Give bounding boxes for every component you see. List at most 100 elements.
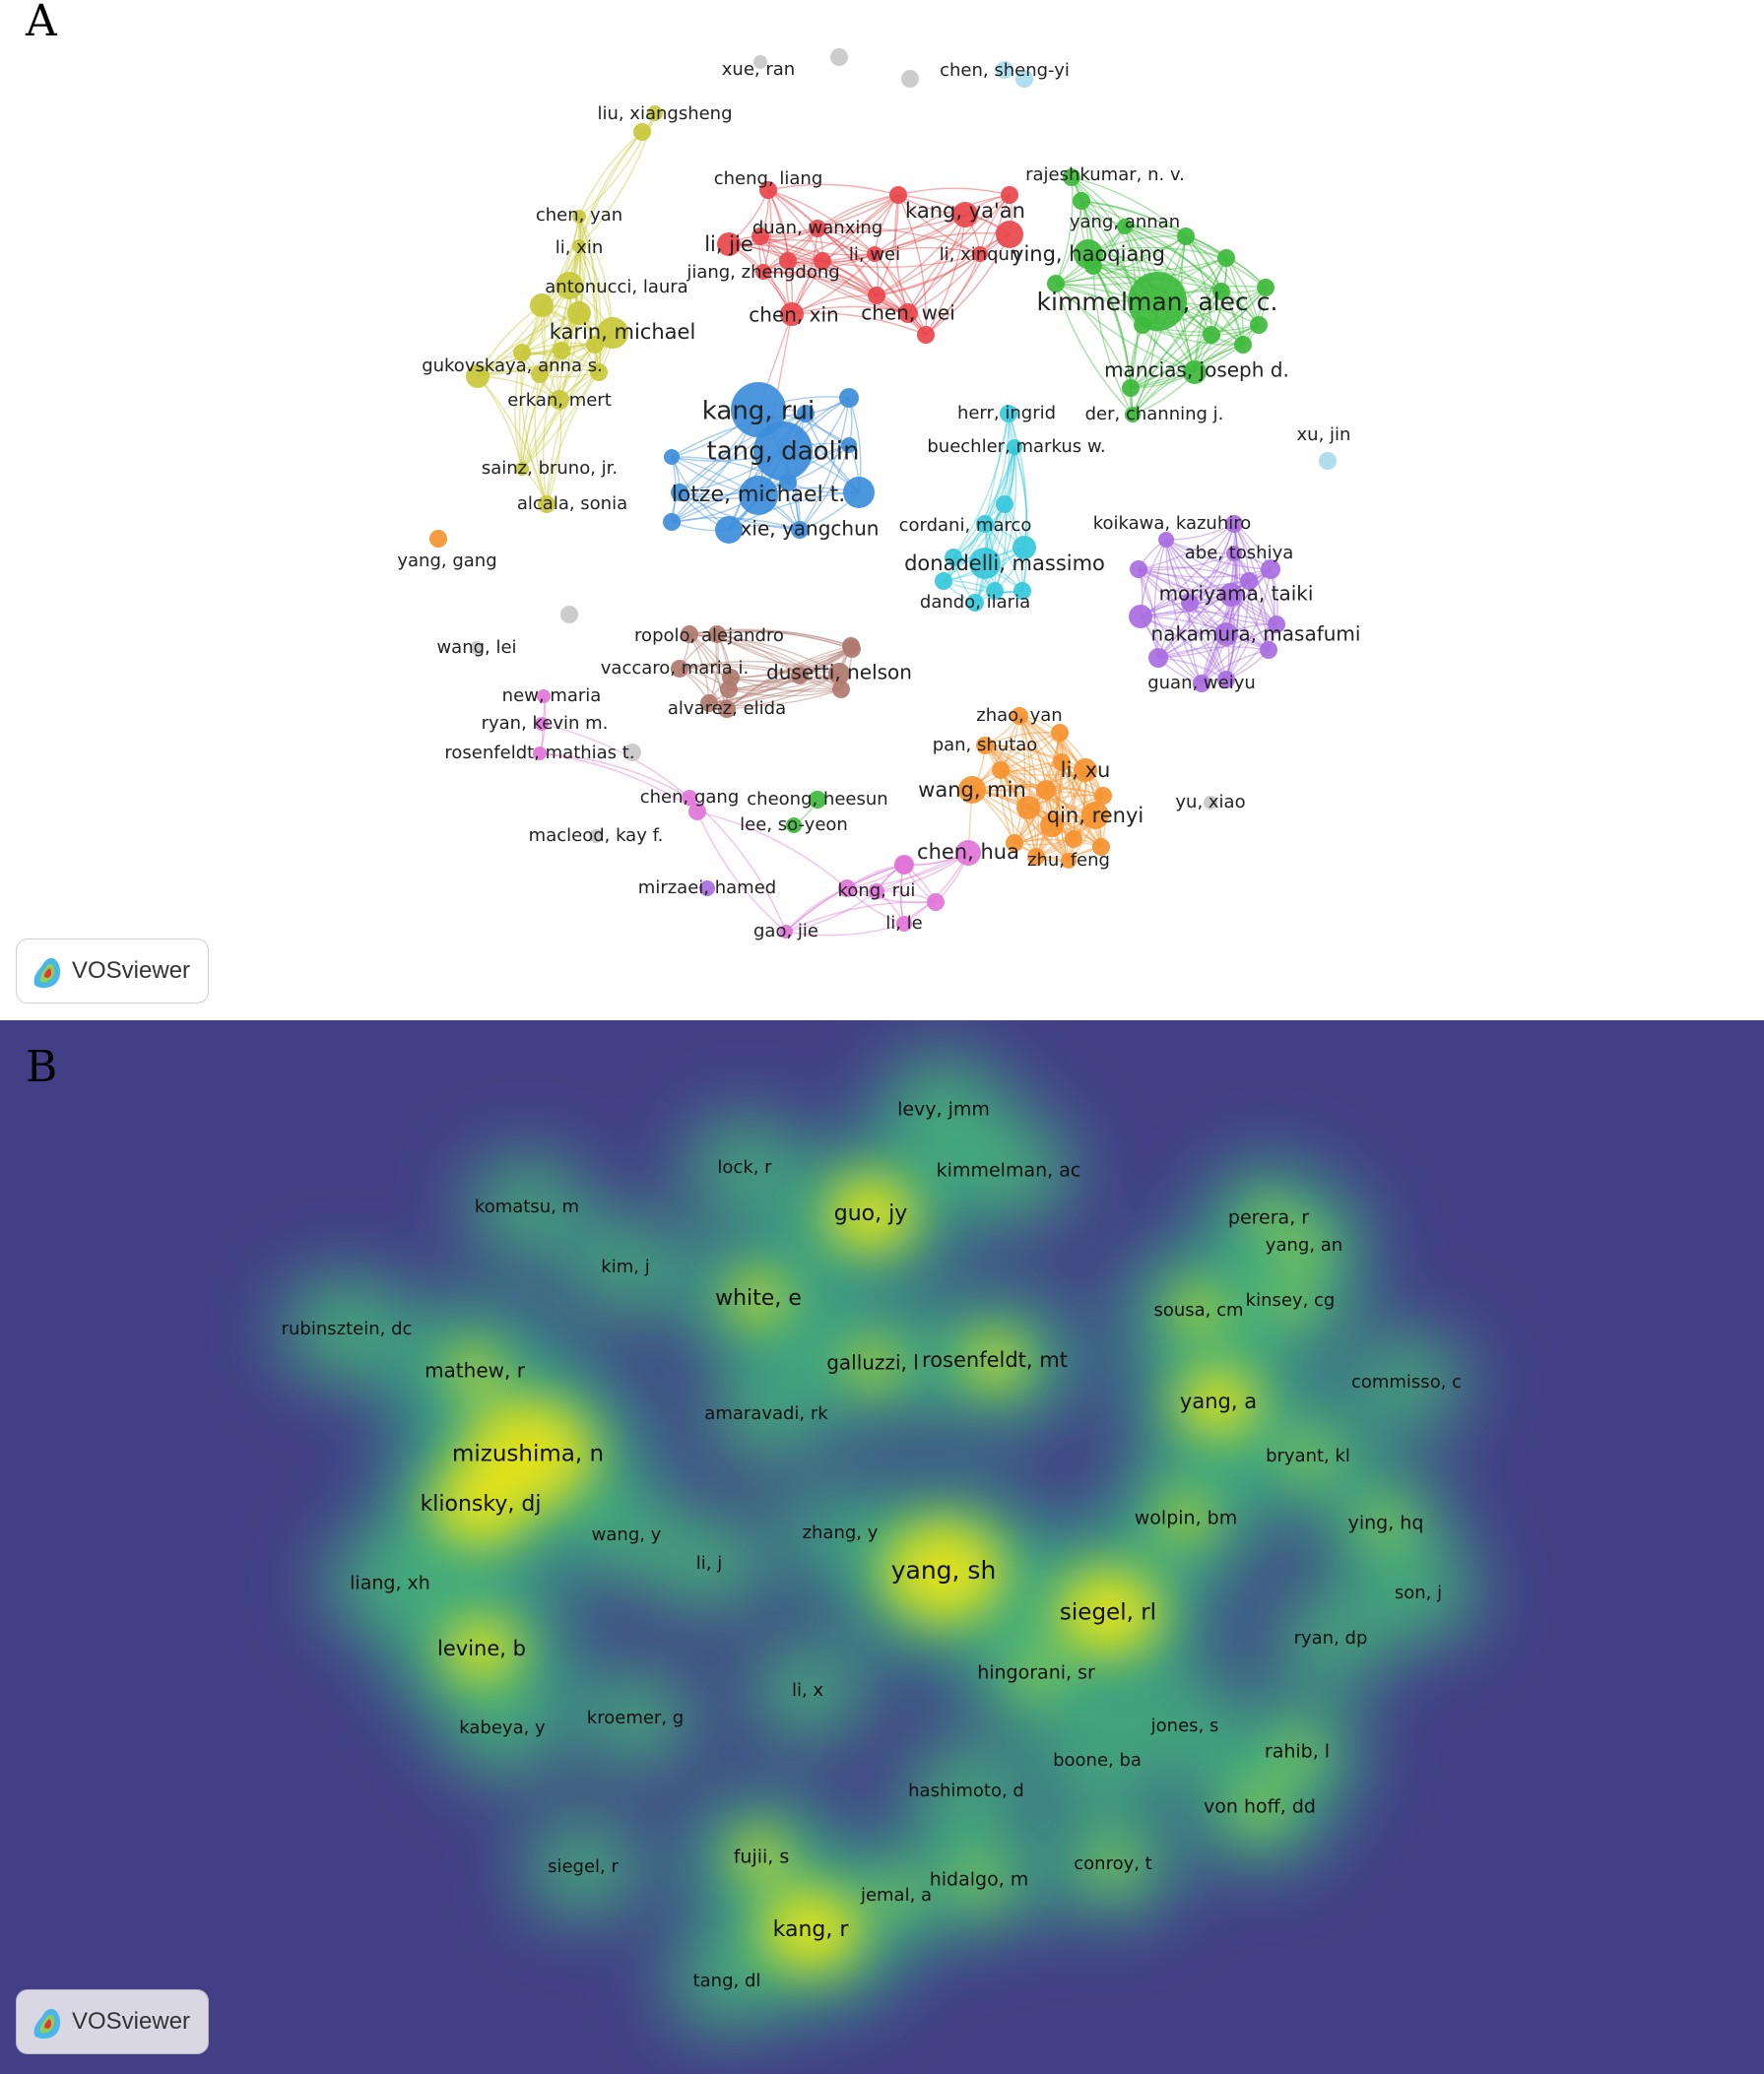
network-edge — [1059, 732, 1102, 848]
network-edge — [791, 305, 909, 315]
heat-label-kinsey-cg: kinsey, cg — [1246, 1290, 1336, 1311]
node-li-jie — [717, 232, 741, 256]
vosviewer-logo-icon — [33, 957, 61, 988]
network-edge — [688, 633, 842, 690]
network-node — [927, 893, 945, 911]
network-edge — [1138, 568, 1277, 625]
network-edge — [578, 131, 643, 218]
label-ying-haoqiang: ying, haoqiang — [1012, 242, 1165, 266]
network-node — [1217, 249, 1235, 267]
network-edge — [726, 645, 852, 710]
network-edge — [762, 271, 909, 314]
network-edge — [767, 189, 794, 315]
node-wang-min — [958, 776, 986, 804]
network-edge — [716, 633, 842, 690]
label-herr-ingrid: herr, ingrid — [957, 403, 1056, 423]
label-yu-xiao: yu, xiao — [1175, 792, 1245, 812]
network-edge — [767, 189, 876, 255]
network-edge — [907, 194, 1011, 314]
network-node — [841, 437, 857, 453]
network-edge — [971, 789, 1096, 816]
network-edge — [696, 810, 787, 933]
label-gukovskaya-anna-s: gukovskaya, anna s. — [422, 356, 603, 376]
network-node — [1122, 379, 1140, 397]
network-edge — [1092, 235, 1187, 267]
label-cordani-marco: cordani, marco — [899, 515, 1032, 536]
network-edge — [578, 216, 598, 346]
network-edge — [759, 235, 909, 314]
network-node — [843, 477, 875, 508]
network-edge — [817, 227, 878, 296]
network-edge — [1165, 539, 1272, 570]
density-blob — [584, 1235, 667, 1300]
heat-label-fujii-s: fujii, s — [734, 1847, 790, 1868]
network-node — [688, 803, 706, 820]
label-pan-shutao: pan, shutao — [933, 735, 1038, 755]
network-edge — [1185, 235, 1260, 326]
heat-label-zhang-y: zhang, y — [803, 1523, 879, 1543]
network-edge — [546, 344, 596, 505]
network-node — [1212, 283, 1230, 300]
network-node — [530, 293, 554, 317]
network-node — [895, 856, 913, 874]
network-node — [1250, 316, 1268, 334]
network-edge — [876, 214, 966, 296]
network-node — [986, 582, 1004, 600]
network-node — [1181, 594, 1199, 612]
network-edge — [521, 350, 562, 470]
network-edge — [1185, 235, 1212, 336]
network-edge — [821, 214, 966, 262]
network-edge — [952, 446, 1015, 558]
network-edge — [874, 232, 1011, 255]
node-donadelli-massimo — [969, 548, 1001, 579]
node-rosenfeldt-mathias-t — [533, 746, 547, 760]
density-hotspot — [1283, 1228, 1325, 1264]
label-li-jie: li, jie — [704, 232, 753, 256]
network-edge — [1201, 552, 1235, 684]
network-edge — [1055, 283, 1196, 373]
network-edge — [1165, 539, 1270, 651]
network-node — [839, 388, 859, 408]
network-edge — [1157, 523, 1235, 659]
heat-label-siegel-rl: siegel, rl — [1060, 1600, 1156, 1626]
label-dusetti-nelson: dusetti, nelson — [766, 661, 912, 684]
network-node — [791, 667, 809, 684]
label-cheng-liang: cheng, liang — [714, 168, 823, 189]
network-edge — [1061, 761, 1102, 848]
network-edge — [971, 789, 1102, 848]
network-node — [996, 221, 1023, 248]
network-edge — [1140, 616, 1270, 651]
label-zhao-yan: zhao, yan — [976, 705, 1062, 726]
network-node — [791, 521, 809, 539]
network-edge — [521, 312, 580, 470]
network-edge — [1018, 715, 1104, 797]
heat-label-hidalgo-m: hidalgo, m — [930, 1869, 1029, 1891]
label-qin-renyi: qin, renyi — [1047, 804, 1144, 827]
network-node — [1158, 532, 1174, 548]
heat-label-lock-r: lock, r — [717, 1157, 772, 1178]
heat-label-klionsky-dj: klionsky, dj — [421, 1492, 542, 1517]
network-node — [567, 301, 591, 325]
heat-label-jones-s: jones, s — [1150, 1716, 1219, 1736]
density-yellow-layer — [432, 1179, 1406, 1971]
node-xie-yangchun — [715, 516, 743, 544]
network-edge — [539, 245, 580, 375]
vosviewer-badge: VOSviewer — [16, 1989, 209, 2054]
network-edge — [477, 285, 570, 377]
label-duan-wanxing: duan, wanxing — [752, 218, 882, 238]
network-edge — [787, 194, 899, 262]
node-buechler-markus-w — [1007, 439, 1022, 455]
network-node — [842, 637, 860, 655]
label-moriyama-taiki: moriyama, taiki — [1159, 582, 1314, 606]
density-hotspot — [1365, 1506, 1406, 1541]
network-edge — [1055, 276, 1222, 292]
network-node — [1027, 848, 1045, 866]
heat-label-von-hoff-dd: von hoff, dd — [1204, 1796, 1316, 1818]
network-edge — [762, 253, 876, 274]
node-qin-renyi — [1081, 802, 1109, 829]
network-node — [531, 365, 549, 383]
network-edge — [1124, 226, 1222, 292]
network-edge — [1165, 539, 1250, 582]
network-edge — [521, 245, 580, 354]
node-cheng-liang — [759, 181, 777, 199]
